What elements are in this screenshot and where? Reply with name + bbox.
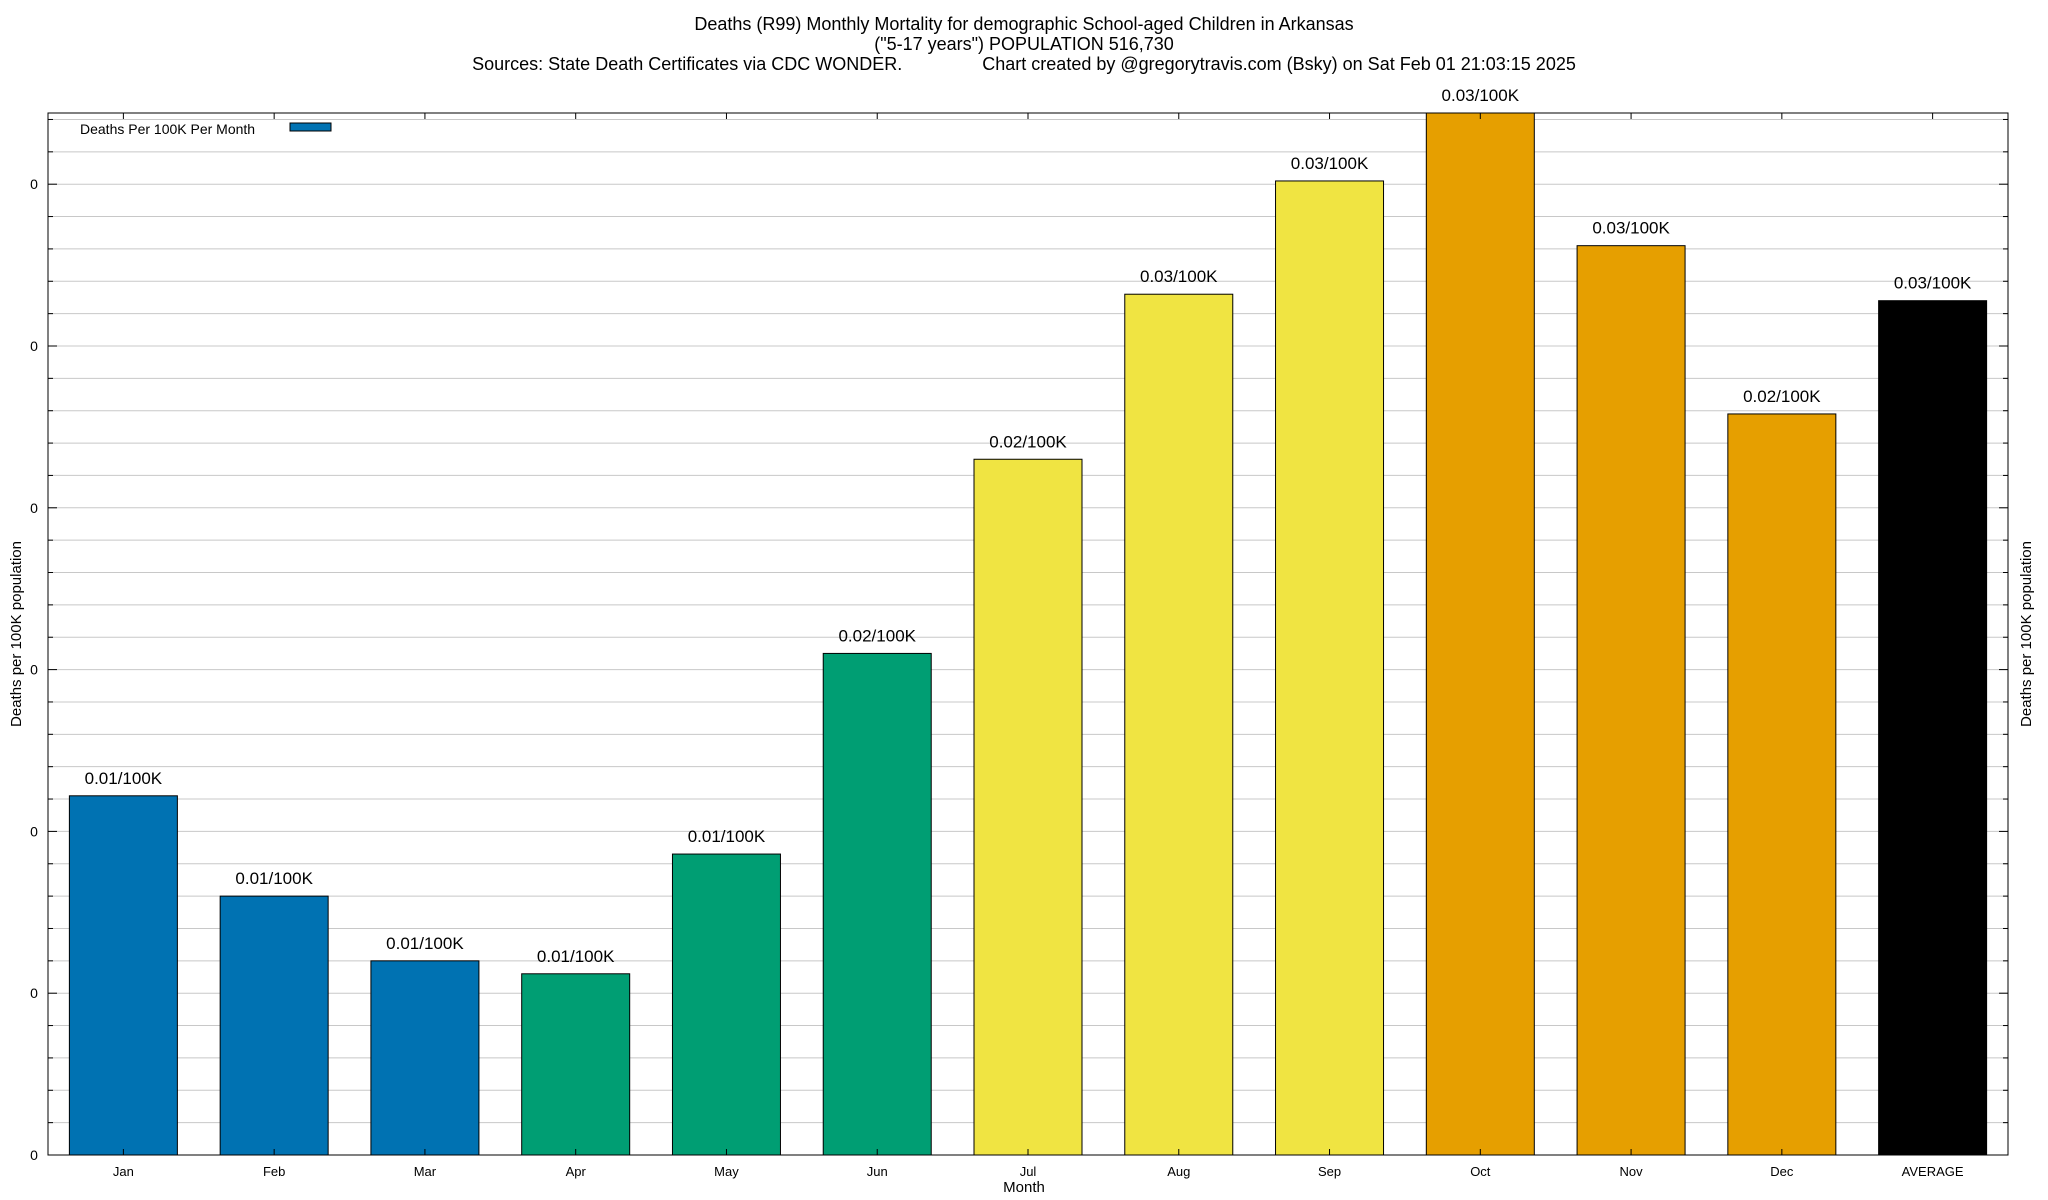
- y-axis-title-right: Deaths per 100K population: [2018, 541, 2035, 727]
- data-label-mar: 0.01/100K: [386, 934, 464, 953]
- x-tick-label: Jan: [113, 1164, 134, 1179]
- y-tick-label: 0: [30, 823, 38, 839]
- bar-may: [671, 853, 781, 1156]
- data-label-sep: 0.03/100K: [1291, 154, 1369, 173]
- data-label-feb: 0.01/100K: [235, 869, 313, 888]
- y-tick-label: 0: [30, 500, 38, 516]
- y-tick-label: 0: [30, 662, 38, 678]
- data-label-nov: 0.03/100K: [1592, 219, 1670, 238]
- x-tick-label: Apr: [566, 1164, 587, 1179]
- chart-title: Deaths (R99) Monthly Mortality for demog…: [694, 14, 1354, 34]
- x-tick-label: Dec: [1770, 1164, 1794, 1179]
- bar-mar: [370, 960, 480, 1156]
- data-label-dec: 0.02/100K: [1743, 387, 1821, 406]
- data-label-apr: 0.01/100K: [537, 947, 615, 966]
- data-label-jan: 0.01/100K: [85, 769, 163, 788]
- legend: Deaths Per 100K Per Month: [80, 121, 332, 137]
- axis-ticks: [48, 113, 2008, 1156]
- sources-text: Sources: State Death Certificates via CD…: [472, 54, 903, 74]
- x-axis-title: Month: [1003, 1179, 1045, 1196]
- x-tick-label: Jun: [867, 1164, 888, 1179]
- credit-text: Chart created by @gregorytravis.com (Bsk…: [982, 54, 1576, 74]
- chart-subtitle: ("5-17 years") POPULATION 516,730: [874, 34, 1174, 54]
- x-tick-label: Jul: [1020, 1164, 1037, 1179]
- bar-dec: [1727, 413, 1837, 1156]
- bar-feb: [219, 895, 329, 1156]
- data-label-oct: 0.03/100K: [1442, 86, 1520, 105]
- bar-oct: [1425, 112, 1535, 1156]
- labels: 0.01/100K Jan 0.01/100K Feb 0.01/100K Mar 0.01…: [8, 86, 2035, 1196]
- x-tick-label: Aug: [1167, 1164, 1190, 1179]
- data-label-average: 0.03/100K: [1894, 274, 1972, 293]
- bar-apr: [521, 973, 631, 1156]
- x-tick-label: Sep: [1318, 1164, 1341, 1179]
- bars: [68, 112, 1988, 1156]
- bar-average: [1878, 300, 1988, 1156]
- bar-jun: [822, 652, 932, 1156]
- y-tick-label: 0: [30, 176, 38, 192]
- y-tick-label: 0: [30, 338, 38, 354]
- bar-jul: [973, 458, 1083, 1156]
- x-tick-label: Mar: [414, 1164, 437, 1179]
- data-label-aug: 0.03/100K: [1140, 267, 1218, 286]
- x-tick-label: May: [714, 1164, 739, 1179]
- y-axis-title-left: Deaths per 100K population: [8, 541, 25, 727]
- bar-sep: [1275, 180, 1385, 1156]
- x-tick-label: Feb: [263, 1164, 285, 1179]
- data-label-jul: 0.02/100K: [989, 432, 1067, 451]
- legend-swatch: [289, 122, 332, 132]
- chart-title-block: Deaths (R99) Monthly Mortality for demog…: [0, 14, 2048, 74]
- data-label-may: 0.01/100K: [688, 827, 766, 846]
- y-tick-label: 0: [30, 1147, 38, 1163]
- bar-aug: [1124, 293, 1234, 1156]
- x-tick-label: AVERAGE: [1902, 1164, 1964, 1179]
- bar-jan: [68, 795, 178, 1156]
- chart-credit-line: Sources: State Death Certificates via CD…: [0, 54, 2048, 74]
- x-tick-label: Nov: [1620, 1164, 1644, 1179]
- x-tick-label: Oct: [1470, 1164, 1491, 1179]
- bar-nov: [1576, 245, 1686, 1156]
- data-label-jun: 0.02/100K: [838, 626, 916, 645]
- y-tick-label: 0: [30, 985, 38, 1001]
- legend-label: Deaths Per 100K Per Month: [80, 121, 255, 137]
